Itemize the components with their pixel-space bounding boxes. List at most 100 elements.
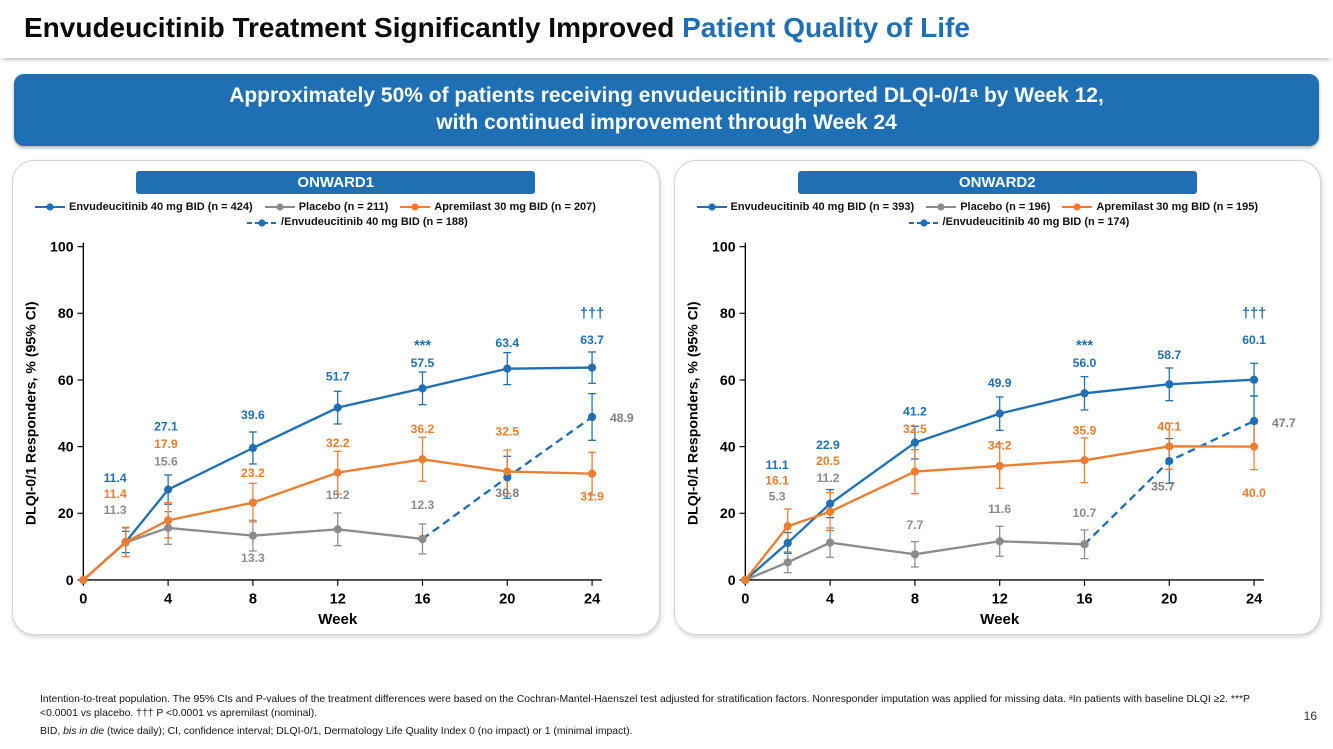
legend-label: Apremilast 30 mg BID (n = 195) (1096, 200, 1259, 213)
svg-text:DLQI-0/1 Responders, % (95% CI: DLQI-0/1 Responders, % (95% CI) (23, 301, 39, 525)
svg-text:41.2: 41.2 (903, 404, 927, 418)
footer: Intention-to-treat population. The 95% C… (0, 693, 1333, 743)
legend-item: Apremilast 30 mg BID (n = 207) (400, 200, 596, 215)
svg-text:56.0: 56.0 (1072, 356, 1096, 370)
svg-text:49.9: 49.9 (987, 376, 1011, 390)
svg-text:47.7: 47.7 (1271, 416, 1295, 430)
svg-text:23.2: 23.2 (241, 466, 265, 480)
svg-text:4: 4 (826, 591, 835, 607)
svg-text:16: 16 (1076, 591, 1092, 607)
svg-text:12: 12 (991, 591, 1007, 607)
page-number: 16 (1303, 709, 1317, 723)
chart-svg: 0 20 40 60 80 100 0 4 8 12 16 20 24 DLQI-0/1 Responde… (23, 238, 634, 627)
legend-label: Placebo (n = 211) (298, 200, 389, 213)
svg-text:20.5: 20.5 (816, 454, 840, 468)
legend-marker-icon (926, 203, 957, 212)
svg-text:63.7: 63.7 (580, 332, 604, 346)
svg-text:4: 4 (164, 591, 173, 607)
svg-text:16.1: 16.1 (765, 473, 789, 487)
svg-text:0: 0 (66, 571, 74, 587)
legend-item: /Envudeucitinib 40 mg BID (n = 188) (247, 215, 468, 230)
svg-text:12: 12 (330, 591, 346, 607)
svg-text:60.1: 60.1 (1242, 332, 1266, 346)
svg-text:40.0: 40.0 (1242, 486, 1266, 500)
legend-label: Apremilast 30 mg BID (n = 207) (434, 200, 596, 213)
key-message-banner: Approximately 50% of patients receiving … (14, 74, 1319, 146)
svg-text:13.3: 13.3 (241, 551, 265, 565)
legend-label: /Envudeucitinib 40 mg BID (n = 188) (281, 216, 468, 229)
svg-text:40: 40 (719, 438, 735, 454)
legend-marker-icon (1062, 203, 1093, 212)
svg-text:10.7: 10.7 (1072, 506, 1096, 520)
legend-item: Placebo (n = 196) (926, 200, 1050, 215)
chart-plot-onward1: 0 20 40 60 80 100 0 4 8 12 16 20 24 DLQI-0/1 Responde… (19, 233, 653, 631)
footnote-line2-pre: BID, (40, 726, 64, 738)
svg-text:58.7: 58.7 (1157, 347, 1181, 361)
svg-text:7.7: 7.7 (906, 517, 923, 531)
svg-text:32.2: 32.2 (326, 436, 350, 450)
legend-onward1: Envudeucitinib 40 mg BID (n = 424) Placeb… (19, 200, 653, 231)
banner-line1: Approximately 50% of patients receiving … (229, 84, 1104, 108)
svg-text:†††: ††† (580, 306, 604, 322)
legend-marker-icon (400, 203, 431, 212)
footnote-line2: BID, bis in die (twice daily); CI, confi… (40, 725, 1273, 740)
svg-text:48.9: 48.9 (610, 411, 634, 425)
legend-item: Placebo (n = 211) (264, 200, 389, 215)
svg-text:8: 8 (249, 591, 257, 607)
svg-text:100: 100 (50, 238, 74, 254)
legend-label: Envudeucitinib 40 mg BID (n = 424) (69, 200, 253, 213)
svg-text:DLQI-0/1 Responders, % (95% CI: DLQI-0/1 Responders, % (95% CI) (684, 301, 700, 525)
legend-item: Apremilast 30 mg BID (n = 195) (1062, 200, 1258, 215)
svg-text:11.4: 11.4 (104, 486, 127, 500)
banner-line2: with continued improvement through Week … (436, 111, 897, 135)
svg-text:20: 20 (499, 591, 515, 607)
svg-text:†††: ††† (1241, 306, 1265, 322)
svg-text:15.2: 15.2 (326, 487, 350, 501)
legend-label: /Envudeucitinib 40 mg BID (n = 174) (942, 216, 1130, 229)
svg-text:***: *** (1075, 337, 1092, 353)
svg-text:27.1: 27.1 (154, 419, 178, 433)
svg-text:20: 20 (1161, 591, 1177, 607)
chart-title-onward2: ONWARD2 (797, 170, 1197, 194)
svg-text:11.1: 11.1 (765, 457, 788, 471)
svg-text:30.8: 30.8 (495, 486, 519, 500)
chart-title-onward1: ONWARD1 (136, 170, 536, 194)
svg-text:80: 80 (719, 305, 735, 321)
svg-text:24: 24 (584, 591, 601, 607)
legend-item: Envudeucitinib 40 mg BID (n = 424) (35, 200, 253, 215)
svg-text:11.4: 11.4 (104, 471, 127, 485)
footnote-line1: Intention-to-treat population. The 95% C… (40, 693, 1250, 720)
chart-svg: 0 20 40 60 80 100 0 4 8 12 16 20 24 DLQI-0/1 Responde… (684, 238, 1295, 627)
page-title: Envudeucitinib Treatment Significantly I… (24, 12, 1309, 44)
svg-text:11.6: 11.6 (988, 501, 1011, 515)
svg-text:11.2: 11.2 (816, 470, 839, 484)
svg-text:80: 80 (58, 305, 74, 321)
svg-text:60: 60 (58, 371, 74, 387)
chart-card-onward2: ONWARD2 Envudeucitinib 40 mg BID (n = 39… (673, 159, 1321, 636)
svg-text:12.3: 12.3 (411, 497, 435, 511)
svg-text:20: 20 (58, 505, 74, 521)
svg-text:11.3: 11.3 (104, 502, 127, 516)
title-bar: Envudeucitinib Treatment Significantly I… (0, 0, 1333, 58)
legend-marker-icon (264, 203, 295, 212)
svg-text:40.1: 40.1 (1157, 419, 1181, 433)
chart-card-onward1: ONWARD1 Envudeucitinib 40 mg BID (n = 42… (12, 159, 660, 636)
title-black-text: Envudeucitinib Treatment Significantly I… (24, 12, 683, 43)
svg-text:24: 24 (1245, 591, 1262, 607)
legend-label: Envudeucitinib 40 mg BID (n = 393) (730, 200, 915, 213)
legend-marker-icon (908, 219, 939, 227)
svg-text:32.5: 32.5 (903, 421, 927, 435)
svg-text:36.2: 36.2 (411, 422, 435, 436)
svg-text:34.2: 34.2 (987, 438, 1011, 452)
svg-text:39.6: 39.6 (241, 407, 265, 421)
svg-text:5.3: 5.3 (768, 489, 785, 503)
legend-marker-icon (247, 219, 278, 227)
svg-text:Week: Week (980, 610, 1020, 627)
svg-text:17.9: 17.9 (154, 436, 178, 450)
svg-text:32.5: 32.5 (495, 424, 519, 438)
svg-text:100: 100 (712, 238, 736, 254)
svg-text:35.7: 35.7 (1151, 479, 1175, 493)
svg-text:15.6: 15.6 (154, 454, 178, 468)
svg-text:57.5: 57.5 (411, 356, 435, 370)
